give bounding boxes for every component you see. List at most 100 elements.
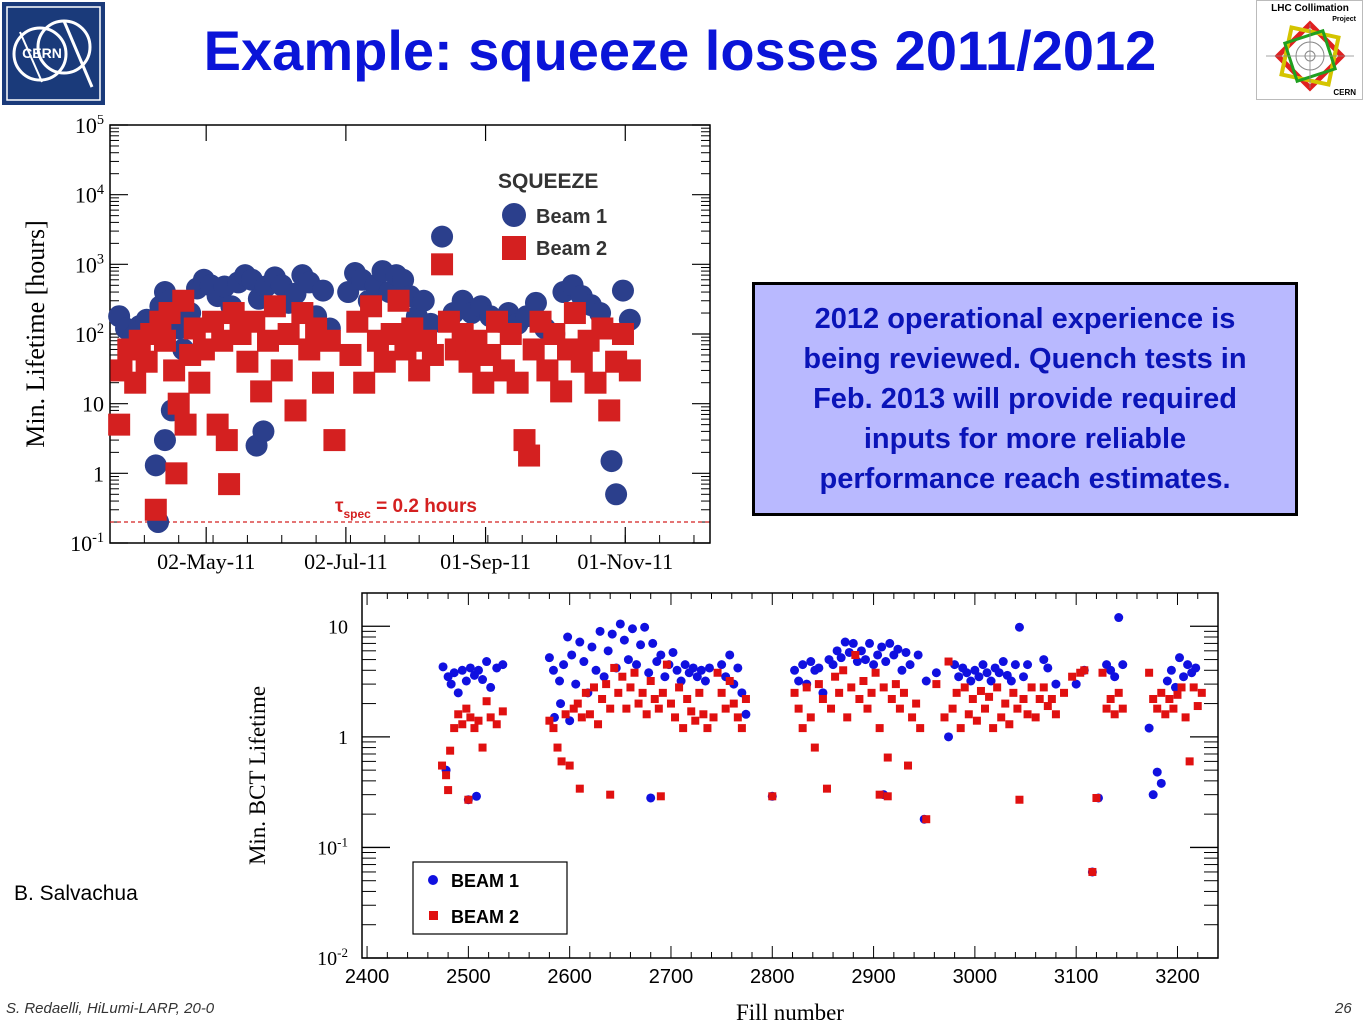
beam1-point bbox=[1014, 622, 1024, 632]
beam1-point bbox=[599, 672, 609, 682]
beam2-point bbox=[1149, 694, 1158, 703]
beam1-point bbox=[1191, 663, 1201, 673]
beam2-point bbox=[1145, 668, 1154, 677]
beam1-point bbox=[482, 657, 492, 667]
beam2-point bbox=[1068, 672, 1077, 681]
beam1-point bbox=[587, 642, 597, 652]
beam1-point bbox=[1106, 665, 1116, 675]
beam1-point bbox=[1114, 613, 1124, 623]
beam2-point bbox=[887, 694, 896, 703]
beam1-point bbox=[790, 665, 800, 675]
beam2-point bbox=[575, 784, 584, 793]
y-tick-label: 10-1 bbox=[317, 834, 348, 859]
beam2-point bbox=[257, 329, 280, 352]
beam2-point bbox=[1088, 867, 1097, 876]
beam1-point bbox=[1144, 723, 1154, 733]
beam1-point bbox=[591, 665, 601, 675]
beam2-point bbox=[691, 716, 700, 725]
beam2-point bbox=[550, 380, 573, 403]
beam1-point bbox=[814, 663, 824, 673]
beam1-point bbox=[704, 663, 714, 673]
beam1-point bbox=[648, 638, 658, 648]
beam2-point bbox=[591, 317, 614, 340]
beam1-point bbox=[544, 653, 554, 663]
beam2-point bbox=[565, 761, 574, 770]
beam2-point bbox=[802, 683, 811, 692]
beam2-point bbox=[683, 694, 692, 703]
beam2-point bbox=[606, 704, 615, 713]
beam2-point bbox=[549, 724, 558, 733]
beam2-point bbox=[1173, 690, 1182, 699]
beam1-point bbox=[615, 619, 625, 629]
beam1-point bbox=[603, 646, 613, 656]
beam2-point bbox=[450, 724, 459, 733]
legend-beam1-marker bbox=[502, 203, 526, 227]
beam2-point bbox=[675, 683, 684, 692]
beam2-point bbox=[318, 329, 341, 352]
beam1-point bbox=[412, 289, 435, 312]
beam2-point bbox=[611, 323, 634, 345]
beam1-point bbox=[652, 657, 662, 667]
beam1-point bbox=[944, 732, 954, 742]
x-tick-label: 01-Sep-11 bbox=[440, 549, 531, 574]
beam1-point bbox=[1175, 653, 1185, 663]
legend-box bbox=[412, 861, 568, 935]
beam2-point bbox=[638, 688, 647, 697]
beam1-point bbox=[646, 793, 656, 803]
beam2-point bbox=[563, 302, 586, 325]
beam1-point bbox=[311, 279, 334, 302]
beam1-point bbox=[559, 660, 569, 670]
beam2-point bbox=[768, 792, 777, 801]
page-number: 26 bbox=[1335, 1000, 1352, 1017]
beam2-point bbox=[1110, 710, 1119, 719]
beam1-point bbox=[636, 640, 646, 650]
beam1-point bbox=[869, 660, 879, 670]
beam2-point bbox=[883, 792, 892, 801]
beam2-point bbox=[721, 704, 730, 713]
beam2-point bbox=[536, 359, 559, 382]
beam2-point bbox=[108, 413, 131, 436]
beam1-point bbox=[962, 668, 972, 678]
beam2-point bbox=[1189, 683, 1198, 692]
beam1-point bbox=[153, 429, 176, 452]
beam2-point bbox=[353, 371, 376, 394]
beam2-point bbox=[506, 371, 529, 394]
bct-lifetime-chart: 10-2 10-1 1 10 2400 2500 2600 2700 2800 2900 3000 3… bbox=[245, 592, 1219, 1024]
beam2-point bbox=[741, 694, 750, 703]
beam2-point bbox=[964, 710, 973, 719]
beam2-point bbox=[561, 710, 570, 719]
beam2-point bbox=[323, 429, 346, 452]
beam2-point bbox=[1015, 795, 1024, 804]
beam2-point bbox=[298, 338, 321, 361]
beam2-point bbox=[446, 746, 455, 755]
y-tick-label: 10 bbox=[82, 392, 104, 417]
beam1-point bbox=[877, 642, 887, 652]
beam1-point bbox=[828, 660, 838, 670]
beam2-point bbox=[1092, 793, 1101, 802]
beam2-point bbox=[1047, 694, 1056, 703]
beam2-point bbox=[545, 716, 554, 725]
beam1-point bbox=[806, 657, 816, 667]
beam2-point bbox=[124, 371, 147, 394]
beam1-point bbox=[680, 660, 690, 670]
beam1-point bbox=[571, 679, 581, 689]
x-tick-label: 02-May-11 bbox=[157, 549, 255, 574]
beam2-point bbox=[585, 710, 594, 719]
beam2-point bbox=[387, 289, 410, 312]
beam2-point bbox=[144, 498, 167, 521]
beam1-point bbox=[1043, 663, 1053, 673]
beam2-point bbox=[1009, 688, 1018, 697]
beam1-point bbox=[852, 657, 862, 667]
beam2-point bbox=[1013, 704, 1022, 713]
beam2-point bbox=[1023, 710, 1032, 719]
beam2-point bbox=[1114, 688, 1123, 697]
beam2-point bbox=[458, 720, 467, 729]
beam2-point bbox=[466, 713, 475, 722]
x-tick-label: 2500 bbox=[446, 966, 491, 988]
beam2-point bbox=[553, 743, 562, 752]
x-tick-label: 3200 bbox=[1155, 966, 1200, 988]
beam2-point bbox=[277, 323, 300, 345]
beam2-point bbox=[666, 699, 675, 708]
beam1-point bbox=[1166, 665, 1176, 675]
data-points bbox=[108, 225, 641, 534]
